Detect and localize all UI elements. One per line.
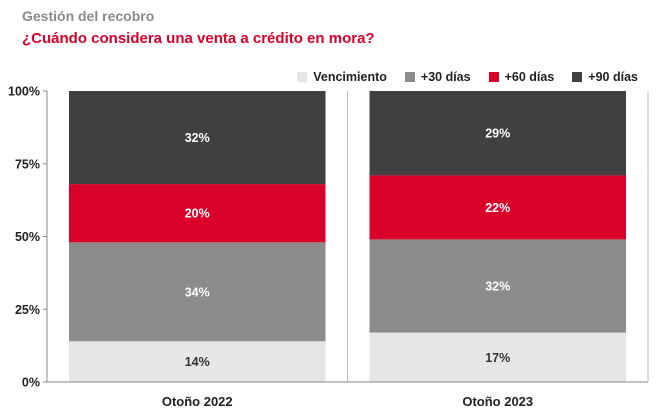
legend: Vencimiento +30 días +60 días +90 días [297, 70, 638, 84]
legend-label-90-dias: +90 días [588, 70, 638, 84]
bar-segment [369, 91, 626, 176]
data-label: 32% [185, 131, 210, 145]
legend-label-vencimiento: Vencimiento [313, 70, 387, 84]
y-tick-label: 25% [15, 303, 40, 317]
y-tick-label: 100% [8, 85, 40, 99]
y-tick-label: 75% [15, 157, 40, 171]
data-label: 32% [485, 279, 510, 293]
data-label: 22% [485, 201, 510, 215]
bar-segment [69, 91, 326, 185]
legend-item-vencimiento: Vencimiento [297, 70, 387, 84]
legend-swatch-vencimiento [297, 72, 308, 82]
data-label: 17% [485, 351, 510, 365]
chart-subtitle: Gestión del recobro [22, 8, 155, 24]
y-tick-label: 50% [15, 230, 40, 244]
bar-segment [369, 239, 626, 333]
bar-segment [69, 184, 326, 243]
legend-swatch-60-dias [488, 72, 499, 82]
bar-segment [369, 175, 626, 240]
bar-segment [69, 242, 326, 342]
legend-label-30-dias: +30 días [420, 70, 471, 84]
bar-segment [369, 332, 626, 382]
data-label: 14% [185, 355, 210, 369]
legend-item-30-dias: +30 días [404, 70, 471, 84]
y-tick-label: 0% [22, 376, 40, 390]
legend-label-60-dias: +60 días [504, 70, 555, 84]
x-tick-label: Otoño 2023 [462, 394, 533, 409]
legend-item-90-dias: +90 días [572, 70, 638, 84]
data-label: 29% [485, 127, 510, 141]
chart-title: ¿Cuándo considera una venta a crédito en… [22, 30, 375, 47]
legend-swatch-90-dias [572, 72, 583, 82]
x-tick-label: Otoño 2022 [162, 394, 233, 409]
legend-swatch-30-dias [404, 72, 415, 82]
bar-segment [69, 341, 326, 382]
legend-item-60-dias: +60 días [488, 70, 555, 84]
data-label: 20% [185, 207, 210, 221]
data-label: 34% [185, 285, 210, 299]
